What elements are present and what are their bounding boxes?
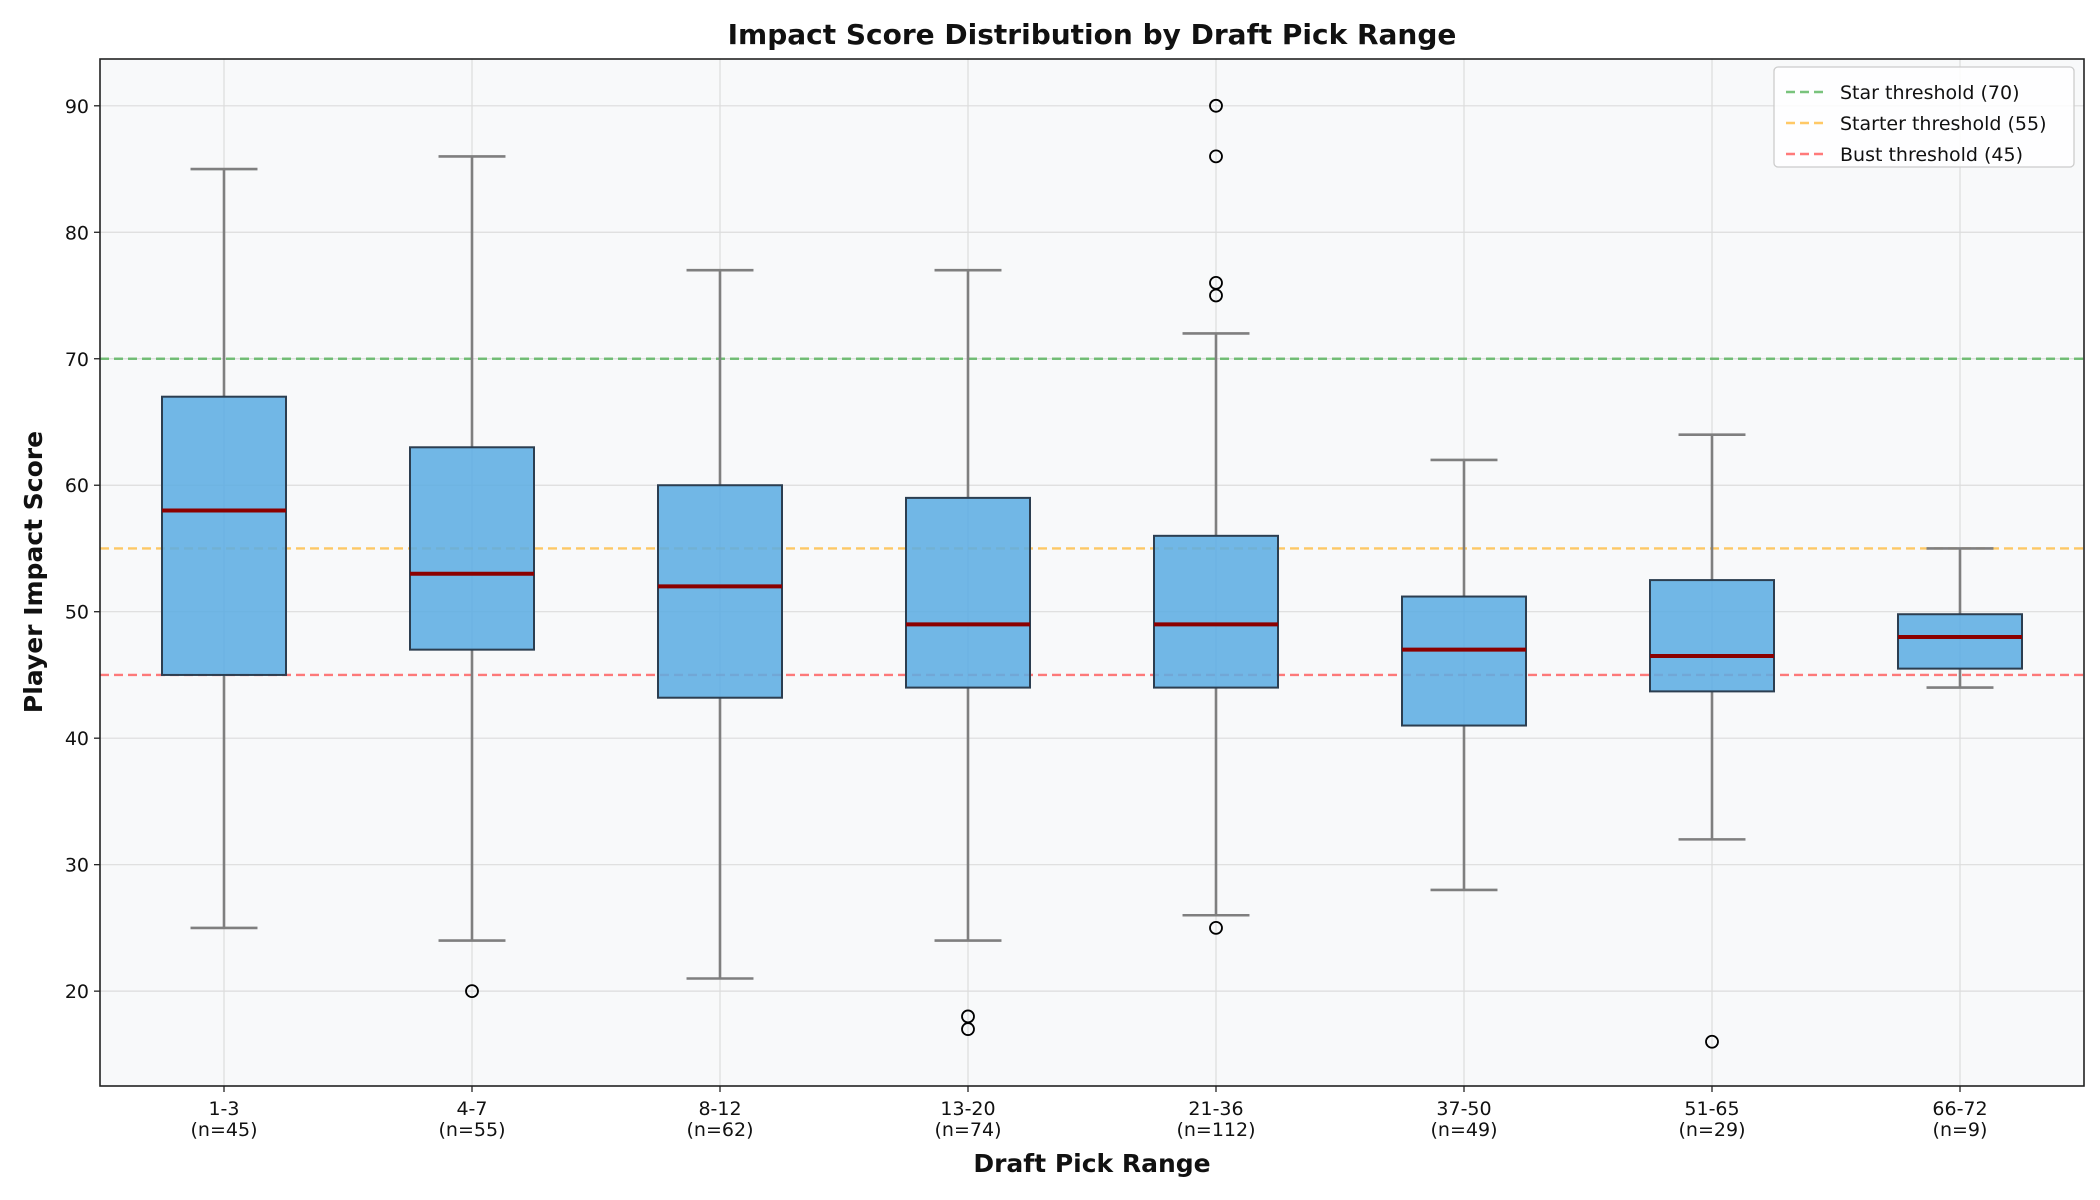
y-tick-label: 80 xyxy=(65,222,89,244)
outlier-point xyxy=(465,984,479,999)
x-tick-label: 21-36 xyxy=(1188,1098,1243,1120)
box-51-65 xyxy=(1649,433,1775,1049)
box-8-12 xyxy=(657,268,783,980)
x-tick-count: (n=62) xyxy=(687,1119,754,1141)
plot-frame xyxy=(99,58,2085,1087)
box-1-3 xyxy=(161,167,287,930)
outlier-point xyxy=(1209,98,1223,113)
legend-label: Star threshold (70) xyxy=(1840,82,2020,104)
outlier-point xyxy=(1209,921,1223,935)
outlier-point xyxy=(961,1022,975,1036)
y-tick-label: 30 xyxy=(65,855,89,877)
x-tick-count: (n=74) xyxy=(935,1119,1002,1141)
x-tick-label: 4-7 xyxy=(456,1098,487,1120)
outlier-point xyxy=(1705,1034,1719,1049)
plot-background xyxy=(100,59,2084,1086)
box-13-20 xyxy=(905,268,1031,1036)
y-tick-label: 70 xyxy=(65,349,89,371)
box-4-7 xyxy=(409,155,535,999)
x-tick-label: 66-72 xyxy=(1932,1098,1987,1120)
y-tick-label: 60 xyxy=(65,475,89,497)
box-iqr xyxy=(1401,595,1527,727)
y-tick-label: 20 xyxy=(65,981,89,1003)
x-tick-count: (n=49) xyxy=(1431,1119,1498,1141)
chart-title: Impact Score Distribution by Draft Pick … xyxy=(728,18,1457,51)
box-iqr xyxy=(409,446,535,651)
x-tick-label: 8-12 xyxy=(698,1098,741,1120)
x-tick-label: 37-50 xyxy=(1436,1098,1491,1120)
box-iqr xyxy=(1153,534,1279,689)
box-66-72 xyxy=(1897,547,2023,689)
x-tick-label: 1-3 xyxy=(208,1098,239,1120)
legend-box xyxy=(1773,66,2075,168)
legend-label: Bust threshold (45) xyxy=(1840,144,2023,166)
legend-label: Starter threshold (55) xyxy=(1840,113,2046,135)
box-iqr xyxy=(1897,613,2023,670)
x-axis-label: Draft Pick Range xyxy=(973,1149,1210,1178)
x-tick-count: (n=9) xyxy=(1933,1119,1988,1141)
x-tick-count: (n=112) xyxy=(1176,1119,1255,1141)
y-tick-label: 50 xyxy=(65,602,89,624)
box-iqr xyxy=(657,484,783,699)
outlier-point xyxy=(1209,288,1223,303)
box-21-36 xyxy=(1153,98,1279,935)
x-tick-count: (n=29) xyxy=(1679,1119,1746,1141)
box-iqr xyxy=(905,496,1031,689)
y-axis-label: Player Impact Score xyxy=(19,431,48,713)
x-tick-count: (n=55) xyxy=(439,1119,506,1141)
box-iqr xyxy=(161,395,287,676)
outlier-point xyxy=(1209,149,1223,164)
y-tick-label: 90 xyxy=(65,96,89,118)
x-tick-label: 51-65 xyxy=(1684,1098,1739,1120)
y-tick-label: 40 xyxy=(65,728,89,750)
box-iqr xyxy=(1649,579,1775,693)
x-tick-count: (n=45) xyxy=(191,1119,258,1141)
legend: Star threshold (70) Starter threshold (55… xyxy=(1773,66,2075,168)
x-tick-label: 13-20 xyxy=(940,1098,995,1120)
box-37-50 xyxy=(1401,458,1527,892)
